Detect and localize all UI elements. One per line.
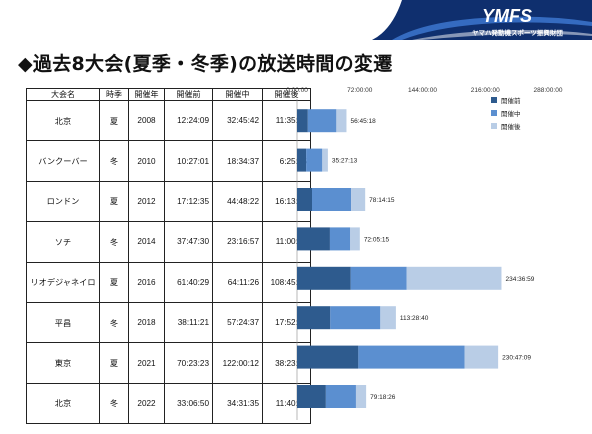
logo-subtitle: ヤマハ発動機スポーツ振興財団 (472, 28, 563, 37)
bar-after (351, 188, 366, 211)
cell-year: 2022 (128, 382, 165, 425)
x-tick-label: 72:00:00 (347, 87, 373, 94)
bar-before (297, 345, 359, 369)
bar-after (464, 345, 499, 369)
total-data-label: 35:27:13 (332, 158, 358, 165)
cell-season: 冬 (99, 382, 129, 425)
cell-during: 122:00:12 (212, 342, 263, 384)
x-tick-label: 216:00:00 (471, 87, 500, 94)
total-data-label: 72:05:15 (364, 236, 390, 243)
bar-before (297, 266, 351, 290)
total-data-label: 234:36:59 (505, 276, 534, 283)
table-row: 平昌冬 2018 38:11:21 57:24:37 17:52:42 (26, 301, 311, 344)
bar-before (297, 109, 308, 133)
cell-season: 冬 (99, 221, 129, 263)
legend-swatch (491, 123, 497, 129)
total-data-label: 78:14:15 (369, 197, 395, 204)
legend-label: 開催中 (501, 109, 521, 118)
bar-after (355, 385, 367, 408)
cell-during: 18:34:37 (212, 140, 263, 182)
bar-during (350, 266, 407, 290)
bar-after (336, 109, 347, 133)
slide-title: ◆過去8大会(夏季・冬季)の放送時間の変遷 (18, 53, 393, 75)
cell-before: 61:40:29 (164, 261, 213, 303)
cell-event: 東京 (26, 342, 100, 384)
logo-wordmark: YMFS (482, 6, 532, 26)
cell-before: 10:27:01 (164, 140, 213, 182)
x-tick-label: 288:00:00 (534, 87, 563, 94)
ymfs-logo: YMFS ヤマハ発動機スポーツ振興財団 (372, 0, 592, 40)
cell-during: 57:24:37 (212, 301, 263, 344)
legend-label: 開催前 (501, 96, 521, 105)
total-data-label: 230:47:09 (502, 355, 531, 362)
cell-event: 北京 (26, 382, 100, 425)
bar-after (350, 227, 360, 251)
col-header-during: 開催中 (212, 88, 263, 101)
bar-before (297, 306, 331, 330)
cell-season: 夏 (99, 342, 129, 384)
x-tick-label: 144:00:00 (408, 87, 437, 94)
cell-event: 北京 (26, 99, 100, 142)
cell-before: 33:06:50 (164, 382, 213, 425)
table-row: 北京冬 2022 33:06:50 34:31:35 11:40:01 (26, 382, 311, 425)
bar-during (307, 109, 337, 133)
legend-label: 開催後 (501, 122, 521, 131)
bar-before (297, 385, 326, 408)
cell-before: 38:11:21 (164, 301, 213, 344)
cell-during: 64:11:26 (212, 261, 263, 303)
legend-swatch (491, 97, 497, 103)
bar-before (297, 227, 330, 251)
bar-after (322, 148, 328, 172)
bar-during (325, 385, 356, 408)
legend-swatch (491, 110, 497, 116)
total-data-label: 56:45:18 (350, 118, 376, 125)
bar-during (329, 227, 351, 251)
total-data-label: 79:18:26 (370, 394, 396, 401)
bar-during (311, 188, 352, 211)
cell-year: 2012 (128, 180, 165, 223)
table-row: バンクーバー冬 2010 10:27:01 18:34:37 6:25:35 (26, 140, 311, 182)
bar-after (380, 306, 396, 330)
cell-season: 夏 (99, 99, 129, 142)
cell-year: 2018 (128, 301, 165, 344)
bar-before (297, 148, 307, 172)
total-data-label: 113:28:40 (400, 315, 429, 322)
cell-year: 2008 (128, 99, 165, 142)
table-header-row: 大会名 時季 開催年 開催前 開催中 開催後 (26, 88, 311, 101)
table-row: 北京夏 2008 12:24:09 32:45:42 11:35:27 (26, 99, 311, 142)
bar-during (330, 306, 381, 330)
x-tick-label: 0:00:00 (286, 87, 308, 94)
bar-before (297, 188, 312, 211)
bar-during (358, 345, 465, 369)
header-band: YMFS ヤマハ発動機スポーツ振興財団 (0, 0, 592, 40)
cell-event: バンクーバー (26, 140, 100, 182)
cell-during: 34:31:35 (212, 382, 263, 425)
cell-during: 44:48:22 (212, 180, 263, 223)
bar-during (306, 148, 323, 172)
bar-after (406, 266, 502, 290)
